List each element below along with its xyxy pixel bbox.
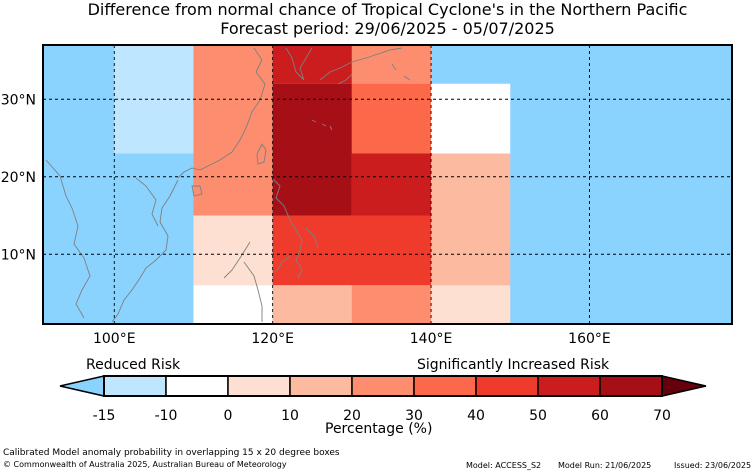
colorbar-segment: [351, 375, 415, 397]
colorbar-tick-label: -10: [155, 408, 178, 424]
copyright-footnote: © Commonwealth of Australia 2025, Austra…: [3, 460, 287, 469]
colorbar-tick-label: 0: [224, 408, 233, 424]
colorbar-segment: [599, 375, 663, 397]
indochina-coastline: [45, 159, 179, 323]
colorbar-segment: [103, 375, 167, 397]
ryukyu-islands: [311, 119, 333, 131]
colorbar-segment: [537, 375, 601, 397]
longitude-labels: 100°E 120°E 140°E 160°E: [93, 331, 611, 347]
longitude-tick-label: 120°E: [251, 331, 294, 347]
colorbar-tick-label: 70: [653, 408, 671, 424]
longitude-tick-label: 160°E: [568, 331, 611, 347]
probability-cell: [193, 45, 273, 216]
latitude-tick-label: 10°N: [1, 247, 36, 263]
map-title: Difference from normal chance of Tropica…: [87, 0, 688, 19]
colorbar: -15 -10 0 10 20 30 40 50 60 70: [59, 375, 707, 424]
korea-coastline: [285, 47, 313, 81]
map-frame: [42, 44, 733, 325]
probability-cell: [431, 83, 511, 154]
colorbar-unit-label: Percentage (%): [325, 421, 433, 437]
colorbar-extend-high: [661, 375, 707, 397]
probability-cell: [193, 285, 273, 324]
latitude-labels: 30°N 20°N 10°N: [1, 92, 36, 263]
latitude-tick-label: 30°N: [1, 92, 36, 108]
colorbar-tick-label: 30: [405, 408, 423, 424]
probability-cell: [193, 215, 273, 286]
probability-cell: [272, 83, 352, 216]
probability-cell: [272, 285, 352, 324]
colorbar-segment: [227, 375, 291, 397]
colorbar-segment: [475, 375, 539, 397]
probability-cell: [431, 153, 511, 286]
colorbar-tick-label: -15: [93, 408, 116, 424]
taiwan-coastline: [256, 143, 267, 165]
colorbar-segment: [165, 375, 229, 397]
description-footnote: Calibrated Model anomaly probability in …: [3, 448, 340, 458]
coastlines: [45, 47, 411, 323]
colorbar-segment: [413, 375, 477, 397]
issued-date: Issued: 23/06/2025: [674, 461, 752, 470]
colorbar-tick-label: 50: [529, 408, 547, 424]
probability-cell: [431, 285, 511, 324]
probability-cell: [272, 45, 352, 84]
model-run-date: Model Run: 21/06/2025: [558, 461, 652, 470]
probability-cells: [43, 45, 732, 324]
colorbar-extend-low: [59, 375, 105, 397]
china-coastline: [177, 47, 266, 179]
colorbar-tick-label: 20: [343, 408, 361, 424]
colorbar-tick-label: 10: [281, 408, 299, 424]
reduced-risk-label: Reduced Risk: [86, 357, 181, 373]
forecast-period: Forecast period: 29/06/2025 - 05/07/2025: [220, 19, 555, 38]
japan-coastline: [319, 47, 411, 85]
colorbar-tick-label: 60: [591, 408, 609, 424]
hainan-coastline: [191, 185, 203, 197]
graticule: [43, 45, 732, 324]
probability-cell: [272, 215, 432, 286]
colorbar-tick-label: 40: [467, 408, 485, 424]
probability-cell: [351, 45, 432, 84]
latitude-tick-label: 20°N: [1, 170, 36, 186]
philippines-coastline: [223, 177, 319, 279]
probability-cell: [351, 153, 432, 216]
probability-cell: [351, 285, 432, 324]
colorbar-segment: [289, 375, 353, 397]
longitude-tick-label: 100°E: [93, 331, 136, 347]
increased-risk-label: Significantly Increased Risk: [417, 357, 610, 373]
longitude-tick-label: 140°E: [410, 331, 453, 347]
probability-cell: [351, 83, 432, 154]
model-name: Model: ACCESS_S2: [466, 461, 542, 470]
borneo-coastline: [243, 261, 263, 322]
colorbar-outline: [103, 375, 663, 397]
